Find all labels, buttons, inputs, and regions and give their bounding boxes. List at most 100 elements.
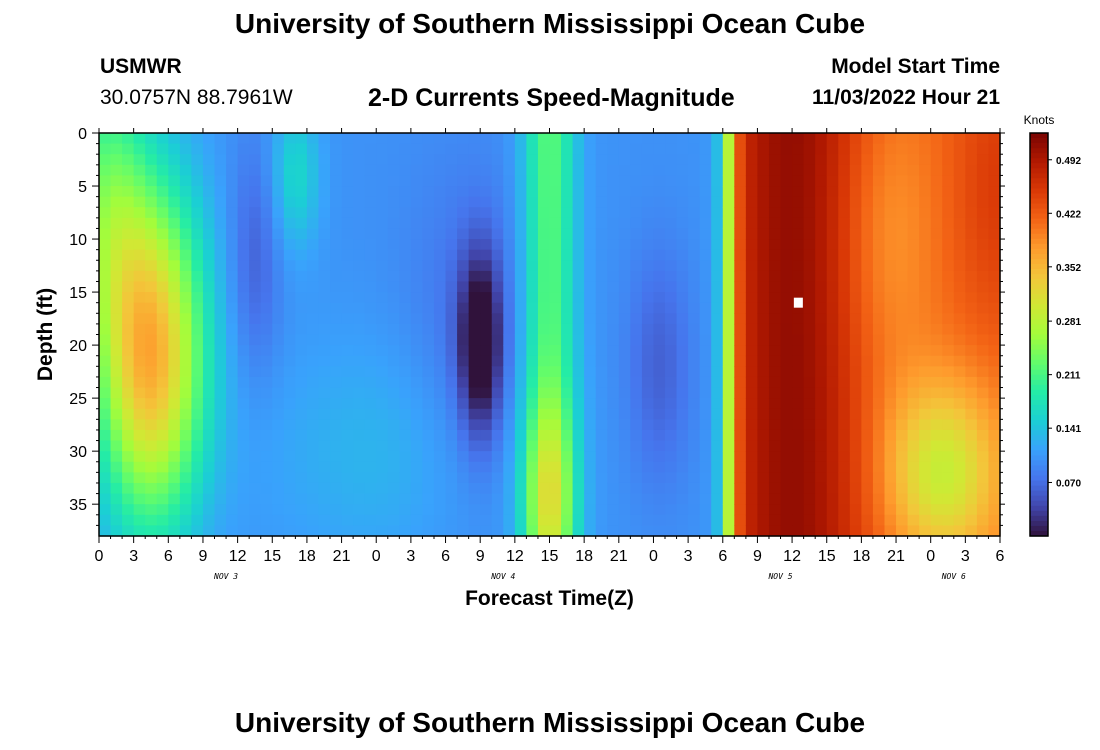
heatmap-cell — [919, 186, 932, 198]
heatmap-cell — [722, 461, 735, 473]
heatmap-cell — [445, 366, 458, 378]
heatmap-cell — [99, 133, 112, 145]
heatmap-cell — [734, 525, 747, 537]
heatmap-cell — [306, 292, 320, 304]
heatmap-cell — [872, 429, 886, 442]
heatmap-cell — [214, 217, 227, 230]
heatmap-cell — [757, 482, 770, 495]
heatmap-cell — [503, 525, 516, 537]
heatmap-cell — [410, 133, 424, 145]
heatmap-cell — [214, 355, 227, 367]
heatmap-cell — [815, 408, 828, 420]
heatmap-cell — [156, 398, 169, 410]
heatmap-cell — [618, 239, 631, 251]
heatmap-cell — [838, 440, 851, 452]
heatmap-cell — [168, 133, 181, 145]
heatmap-cell — [780, 355, 793, 367]
heatmap-cell — [133, 270, 146, 283]
heatmap-cell — [422, 504, 435, 516]
heatmap-cell — [826, 292, 839, 304]
heatmap-cell — [745, 196, 759, 208]
heatmap-cell — [549, 164, 562, 177]
heatmap-cell — [399, 408, 412, 420]
heatmap-cell — [260, 429, 273, 442]
heatmap-cell — [156, 281, 169, 293]
heatmap-cell — [214, 143, 227, 155]
heatmap-cell — [618, 451, 631, 463]
heatmap-cell — [295, 429, 308, 442]
heatmap-cell — [283, 451, 296, 463]
heatmap-cell — [168, 440, 181, 452]
heatmap-cell — [526, 196, 539, 208]
heatmap-cell — [942, 154, 955, 166]
heatmap-cell — [260, 366, 273, 378]
colorbar-segment — [1030, 218, 1048, 225]
heatmap-cell — [283, 260, 296, 272]
heatmap-cell — [919, 472, 932, 484]
heatmap-cell — [168, 239, 181, 251]
heatmap-cell — [965, 493, 978, 505]
heatmap-cell — [757, 345, 770, 357]
heatmap-cell — [919, 514, 932, 526]
heatmap-cell — [468, 292, 481, 304]
heatmap-cell — [653, 217, 666, 230]
heatmap-cell — [849, 472, 862, 484]
heatmap-cell — [99, 143, 112, 155]
heatmap-cell — [306, 217, 320, 230]
heatmap-cell — [768, 387, 782, 399]
heatmap-cell — [122, 133, 135, 145]
heatmap-cell — [318, 249, 331, 261]
heatmap-cell — [156, 249, 169, 261]
heatmap-cell — [953, 525, 966, 537]
heatmap-cell — [561, 408, 574, 420]
heatmap-cell — [607, 419, 620, 431]
heatmap-cell — [468, 270, 481, 283]
heatmap-cell — [792, 345, 805, 357]
heatmap-cell — [353, 260, 366, 272]
heatmap-cell — [630, 419, 643, 431]
heatmap-cell — [318, 398, 331, 410]
heatmap-cell — [965, 398, 978, 410]
heatmap-cell — [665, 440, 678, 452]
heatmap-cell — [826, 451, 839, 463]
heatmap-cell — [283, 313, 296, 325]
heatmap-cell — [930, 398, 943, 410]
heatmap-cell — [399, 472, 412, 484]
heatmap-cell — [237, 164, 250, 177]
heatmap-cell — [688, 323, 701, 336]
heatmap-cell — [503, 419, 516, 431]
x-day-label: NOV 6 — [941, 572, 966, 581]
heatmap-cell — [330, 525, 343, 537]
heatmap-cell — [202, 451, 216, 463]
heatmap-cell — [110, 355, 123, 367]
heatmap-cell — [734, 196, 747, 208]
heatmap-cell — [249, 313, 262, 325]
heatmap-cell — [942, 482, 955, 495]
heatmap-cell — [445, 217, 458, 230]
colorbar-segment — [1030, 465, 1048, 472]
heatmap-cell — [145, 355, 158, 367]
heatmap-cell — [803, 143, 816, 155]
y-tick-label: 35 — [69, 497, 87, 514]
heatmap-cell — [745, 270, 759, 283]
heatmap-cell — [572, 366, 585, 378]
heatmap-cell — [503, 355, 516, 367]
heatmap-cell — [884, 143, 897, 155]
heatmap-cell — [306, 376, 320, 389]
heatmap-cell — [745, 207, 759, 219]
heatmap-cell — [757, 270, 770, 283]
heatmap-cell — [330, 164, 343, 177]
heatmap-cell — [422, 207, 435, 219]
heatmap-cell — [99, 451, 112, 463]
heatmap-cell — [445, 345, 458, 357]
heatmap-cell — [872, 376, 886, 389]
heatmap-cell — [757, 366, 770, 378]
heatmap-cell — [168, 175, 181, 187]
colorbar-segment — [1030, 389, 1048, 396]
heatmap-cell — [202, 387, 216, 399]
heatmap-cell — [618, 302, 631, 314]
heatmap-cell — [907, 292, 920, 304]
heatmap-cell — [919, 493, 932, 505]
heatmap-cell — [930, 239, 943, 251]
heatmap-cell — [884, 504, 897, 516]
